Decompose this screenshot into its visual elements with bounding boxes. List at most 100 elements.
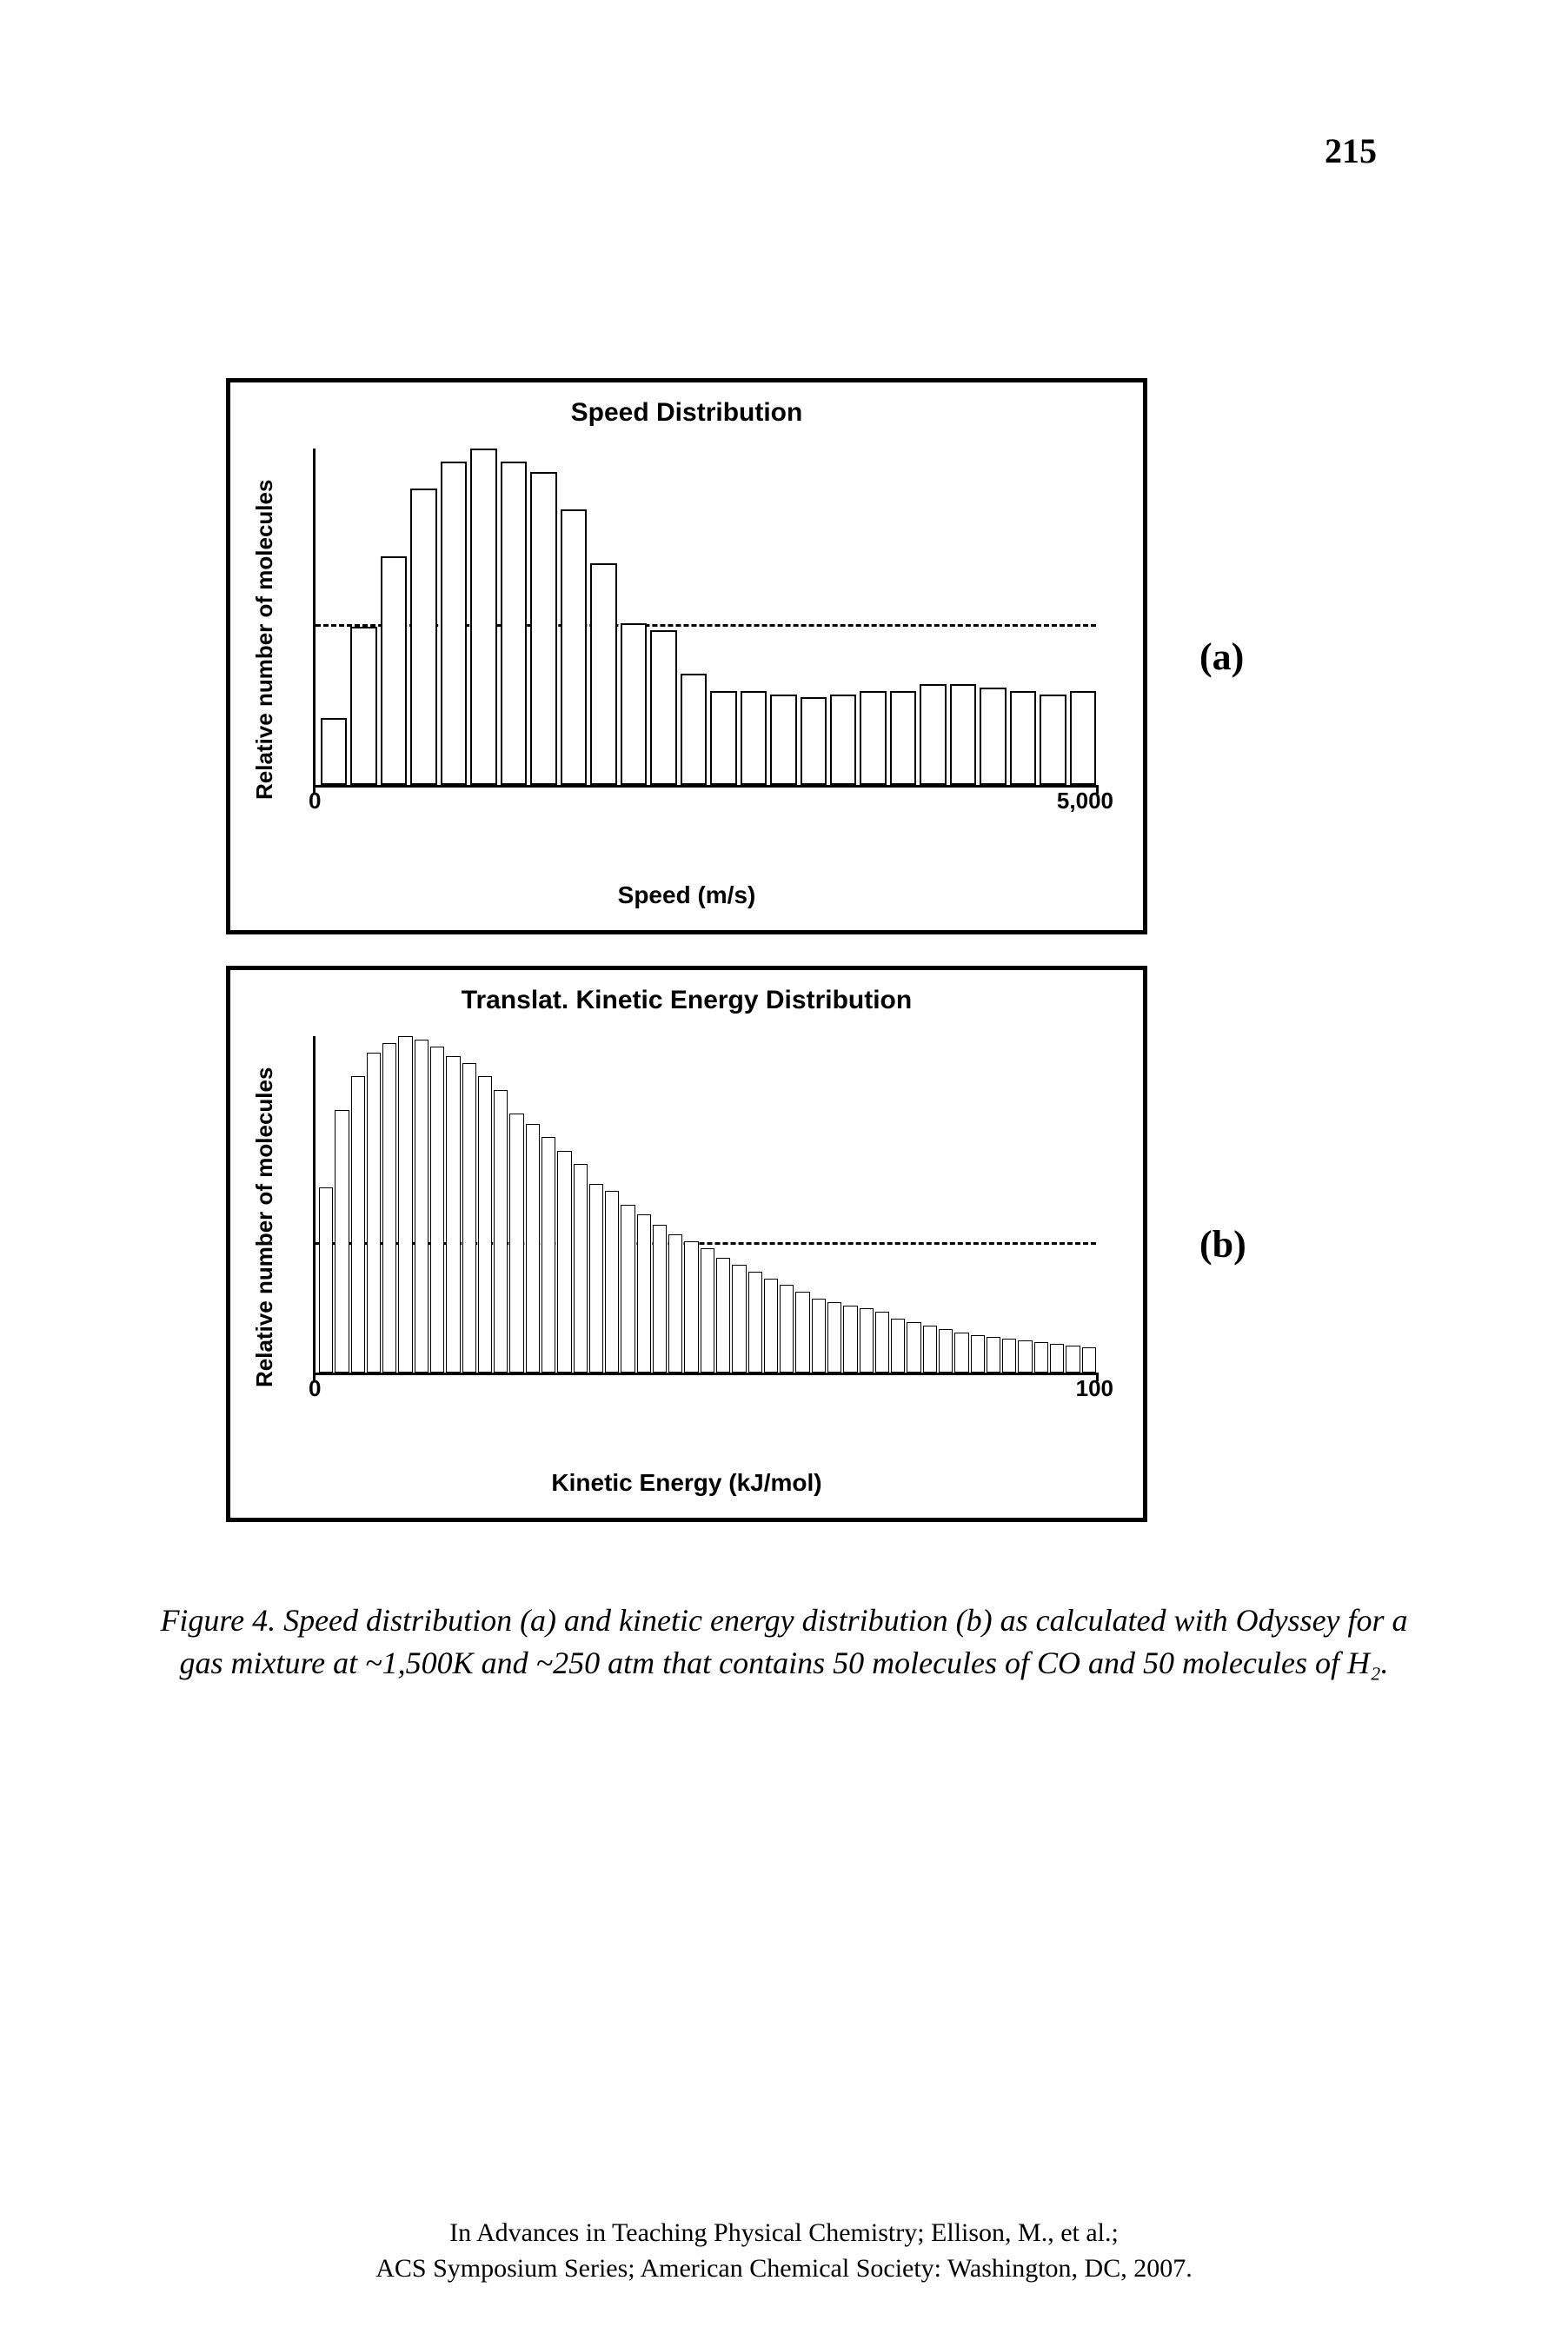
page-number: 215 xyxy=(1325,130,1377,171)
histogram-bar xyxy=(780,1285,794,1373)
histogram-bar xyxy=(637,1214,651,1373)
figure-a-bars xyxy=(316,449,1096,785)
histogram-bar xyxy=(954,1333,968,1373)
histogram-bar xyxy=(710,691,736,785)
histogram-bar xyxy=(462,1063,476,1373)
histogram-bar xyxy=(827,1302,841,1373)
histogram-bar xyxy=(321,718,347,785)
histogram-bar xyxy=(541,1137,555,1373)
histogram-bar xyxy=(621,623,647,785)
histogram-bar xyxy=(621,1205,635,1373)
figure-b-xtick-max: 100 xyxy=(1076,1375,1113,1402)
histogram-bar xyxy=(441,462,467,785)
histogram-bar xyxy=(920,684,946,785)
page-footer: In Advances in Teaching Physical Chemist… xyxy=(0,2216,1568,2286)
histogram-bar xyxy=(446,1056,460,1373)
histogram-bar xyxy=(350,627,376,785)
histogram-bar xyxy=(398,1036,412,1373)
figure-a-row: Speed Distribution Relative number of mo… xyxy=(174,378,1391,934)
histogram-bar xyxy=(923,1326,937,1373)
figure-b-bars xyxy=(316,1036,1096,1373)
histogram-bar xyxy=(860,691,886,785)
figure-a-xlabel: Speed (m/s) xyxy=(251,881,1122,909)
histogram-bar xyxy=(430,1047,444,1373)
histogram-bar xyxy=(470,449,496,785)
histogram-bar xyxy=(1066,1346,1080,1373)
histogram-bar xyxy=(382,1043,396,1373)
histogram-bar xyxy=(415,1040,429,1373)
histogram-bar xyxy=(748,1272,762,1373)
figure-a-side-label: (a) xyxy=(1199,635,1244,679)
histogram-bar xyxy=(367,1053,381,1373)
histogram-bar xyxy=(319,1187,333,1373)
tick-mark xyxy=(313,1373,316,1381)
histogram-bar xyxy=(1082,1347,1096,1373)
histogram-bar xyxy=(650,630,676,785)
histogram-bar xyxy=(501,462,527,785)
histogram-bar xyxy=(830,695,856,785)
histogram-bar xyxy=(939,1329,953,1373)
tick-mark xyxy=(1096,1373,1099,1381)
histogram-bar xyxy=(605,1191,619,1373)
histogram-bar xyxy=(574,1164,588,1373)
histogram-bar xyxy=(526,1124,540,1373)
histogram-bar xyxy=(681,674,707,785)
figure-b-side-label: (b) xyxy=(1199,1222,1246,1267)
figure-a-plot-area: 0 5,000 xyxy=(287,440,1122,840)
histogram-bar xyxy=(589,1184,603,1373)
histogram-bar xyxy=(668,1234,682,1373)
figure-b-panel: Translat. Kinetic Energy Distribution Re… xyxy=(226,966,1147,1522)
histogram-bar xyxy=(801,697,827,785)
figure-b-ylabel: Relative number of molecules xyxy=(251,1027,278,1427)
histogram-bar xyxy=(590,563,616,785)
histogram-bar xyxy=(561,509,587,785)
figure-b-axes: 0 100 xyxy=(313,1036,1096,1375)
histogram-bar xyxy=(494,1090,508,1373)
histogram-bar xyxy=(530,472,556,785)
histogram-bar xyxy=(950,684,976,785)
histogram-bar xyxy=(971,1335,985,1373)
histogram-bar xyxy=(701,1248,714,1373)
histogram-bar xyxy=(980,688,1006,785)
histogram-bar xyxy=(410,489,436,785)
footer-line-2: ACS Symposium Series; American Chemical … xyxy=(0,2251,1568,2287)
histogram-bar xyxy=(860,1308,874,1373)
histogram-bar xyxy=(812,1299,826,1373)
tick-mark xyxy=(313,785,316,794)
histogram-bar xyxy=(764,1279,778,1373)
histogram-bar xyxy=(795,1292,809,1373)
figure-a-xtick-max: 5,000 xyxy=(1057,788,1113,814)
figure-a-panel: Speed Distribution Relative number of mo… xyxy=(226,378,1147,934)
figure-a-ylabel: Relative number of molecules xyxy=(251,440,278,840)
histogram-bar xyxy=(557,1151,571,1373)
histogram-bar xyxy=(684,1241,698,1373)
histogram-bar xyxy=(653,1225,667,1373)
histogram-bar xyxy=(351,1076,365,1373)
figures-container: Speed Distribution Relative number of mo… xyxy=(174,378,1391,1553)
figure-a-title: Speed Distribution xyxy=(251,398,1122,428)
histogram-bar xyxy=(335,1110,349,1373)
histogram-bar xyxy=(890,691,916,785)
footer-line-1: In Advances in Teaching Physical Chemist… xyxy=(0,2216,1568,2251)
histogram-bar xyxy=(770,695,796,785)
histogram-bar xyxy=(1070,691,1096,785)
histogram-bar xyxy=(843,1306,857,1373)
histogram-bar xyxy=(1040,695,1066,785)
tick-mark xyxy=(1096,785,1099,794)
histogram-bar xyxy=(478,1076,492,1373)
histogram-bar xyxy=(1050,1344,1064,1373)
histogram-bar xyxy=(1002,1339,1016,1373)
histogram-bar xyxy=(732,1265,746,1373)
histogram-bar xyxy=(891,1319,905,1373)
histogram-bar xyxy=(1010,691,1036,785)
histogram-bar xyxy=(741,691,767,785)
figure-b-xlabel: Kinetic Energy (kJ/mol) xyxy=(251,1469,1122,1497)
figure-b-row: Translat. Kinetic Energy Distribution Re… xyxy=(174,966,1391,1522)
histogram-bar xyxy=(716,1258,730,1373)
histogram-bar xyxy=(381,556,407,785)
figure-b-title: Translat. Kinetic Energy Distribution xyxy=(251,986,1122,1015)
figure-a-plot: Relative number of molecules 0 5,000 xyxy=(251,440,1122,840)
figure-a-axes: 0 5,000 xyxy=(313,449,1096,788)
histogram-bar xyxy=(987,1337,1000,1373)
figure-b-plot-area: 0 100 xyxy=(287,1027,1122,1427)
